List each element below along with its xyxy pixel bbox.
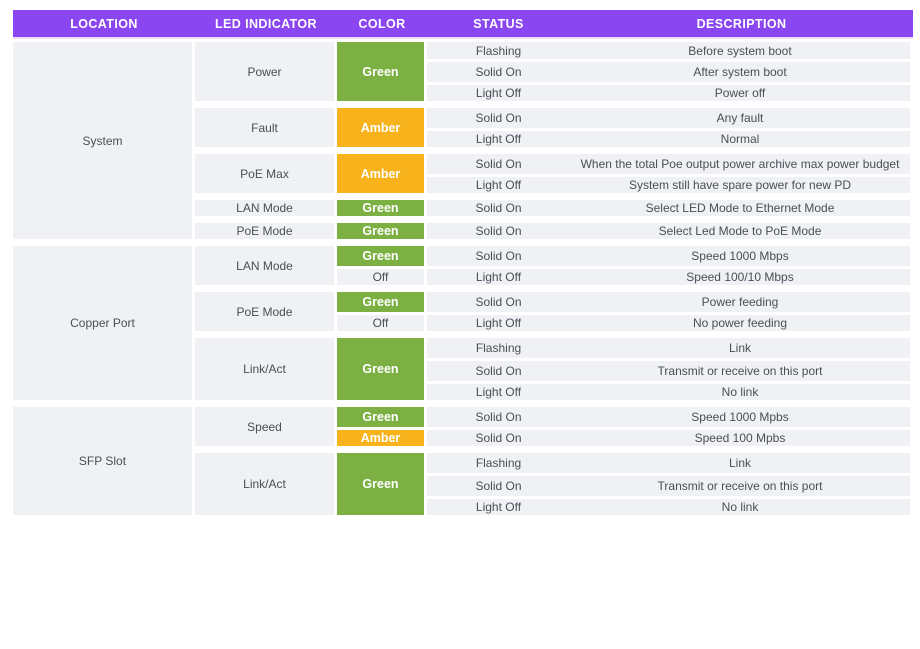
color-cell-amber: Amber [337,430,427,453]
table-row: Amber Solid On Speed 100 Mpbs [13,430,913,453]
color-cell-green: Green [337,223,427,246]
color-cell-green: Green [337,407,427,430]
description-cell: Speed 1000 Mbps [570,246,913,269]
color-cell-green: Green [337,292,427,315]
color-cell-amber: Amber [337,154,427,200]
table-row: Light Off No link [13,499,913,522]
color-cell-off: Off [337,269,427,292]
status-cell: Solid On [427,407,570,430]
table-row: System Power Green Flashing Before syste… [13,39,913,246]
status-cell: Solid On [427,223,570,246]
status-cell: Flashing [427,338,570,361]
indicator-cell-lan-mode: LAN Mode [195,246,337,292]
location-cell-copper-port: Copper Port [13,246,195,407]
status-cell: Solid On [427,476,570,499]
status-cell: Light Off [427,315,570,338]
indicator-cell-link-act: Link/Act [195,453,337,522]
column-header-description: DESCRIPTION [570,10,913,39]
description-cell: System still have spare power for new PD [570,177,913,200]
description-cell: Power feeding [570,292,913,315]
status-cell: Flashing [427,453,570,476]
status-cell: Solid On [427,108,570,131]
status-cell: Light Off [427,269,570,292]
table-row: Light Off Power off [13,85,913,108]
color-cell-green: Green [337,338,427,407]
indicator-cell-speed: Speed [195,407,337,453]
status-cell: Solid On [427,154,570,177]
status-cell: Light Off [427,177,570,200]
indicator-cell-fault: Fault [195,108,337,154]
indicator-cell-lan-mode: LAN Mode [195,200,337,223]
table-row: Off Light Off No power feeding [13,315,913,338]
color-cell-off: Off [337,315,427,338]
location-cell-system: System [13,39,195,246]
description-cell: Speed 1000 Mpbs [570,407,913,430]
column-header-status: STATUS [427,10,570,39]
color-cell-amber: Amber [337,108,427,154]
table-header-row: LOCATION LED INDICATOR COLOR STATUS DESC… [13,10,913,39]
location-cell-sfp-slot: SFP Slot [13,407,195,522]
description-cell: No power feeding [570,315,913,338]
status-cell: Light Off [427,131,570,154]
description-cell: Link [570,453,913,476]
table-row: SFP Slot Speed Green Solid On Speed 1000… [13,407,913,522]
table-row: LAN Mode Green Solid On Select LED Mode … [13,200,913,223]
table-row: PoE Mode Green Solid On Power feeding [13,292,913,338]
table-row: Solid On Transmit or receive on this por… [13,476,913,499]
table-row: Light Off System still have spare power … [13,177,913,200]
table-row: PoE Mode Green Solid On Select Led Mode … [13,223,913,246]
column-header-color: COLOR [337,10,427,39]
description-cell: Normal [570,131,913,154]
description-cell: Speed 100 Mpbs [570,430,913,453]
description-cell: Transmit or receive on this port [570,476,913,499]
description-cell: Select LED Mode to Ethernet Mode [570,200,913,223]
color-cell-green: Green [337,453,427,522]
status-cell: Light Off [427,499,570,522]
indicator-cell-link-act: Link/Act [195,338,337,407]
table-row: Fault Amber Solid On Any fault [13,108,913,154]
description-cell: Select Led Mode to PoE Mode [570,223,913,246]
table-row: Solid On After system boot [13,62,913,85]
description-cell: Transmit or receive on this port [570,361,913,384]
status-cell: Light Off [427,85,570,108]
color-cell-green: Green [337,246,427,269]
table-row: Link/Act Green Flashing Link [13,338,913,407]
indicator-cell-poe-mode: PoE Mode [195,292,337,338]
table-row: Off Light Off Speed 100/10 Mbps [13,269,913,292]
indicator-cell-poe-max: PoE Max [195,154,337,200]
column-header-location: LOCATION [13,10,195,39]
description-cell: When the total Poe output power archive … [570,154,913,177]
description-cell: Any fault [570,108,913,131]
table-row: Link/Act Green Flashing Link [13,453,913,522]
description-cell: Before system boot [570,39,913,62]
table-row: Copper Port LAN Mode Green Solid On Spee… [13,246,913,407]
table-row: Solid On Transmit or receive on this por… [13,361,913,384]
status-cell: Solid On [427,246,570,269]
status-cell: Solid On [427,361,570,384]
description-cell: No link [570,499,913,522]
status-cell: Solid On [427,430,570,453]
status-cell: Solid On [427,62,570,85]
description-cell: After system boot [570,62,913,85]
status-cell: Flashing [427,39,570,62]
table-row: Light Off Normal [13,131,913,154]
status-cell: Light Off [427,384,570,407]
status-cell: Solid On [427,200,570,223]
color-cell-green: Green [337,39,427,108]
description-cell: Power off [570,85,913,108]
table-row: Light Off No link [13,384,913,407]
column-header-led-indicator: LED INDICATOR [195,10,337,39]
table-row: PoE Max Amber Solid On When the total Po… [13,154,913,200]
description-cell: Speed 100/10 Mbps [570,269,913,292]
color-cell-green: Green [337,200,427,223]
description-cell: No link [570,384,913,407]
indicator-cell-power: Power [195,39,337,108]
led-indicator-table: LOCATION LED INDICATOR COLOR STATUS DESC… [13,10,913,522]
indicator-cell-poe-mode: PoE Mode [195,223,337,246]
description-cell: Link [570,338,913,361]
status-cell: Solid On [427,292,570,315]
